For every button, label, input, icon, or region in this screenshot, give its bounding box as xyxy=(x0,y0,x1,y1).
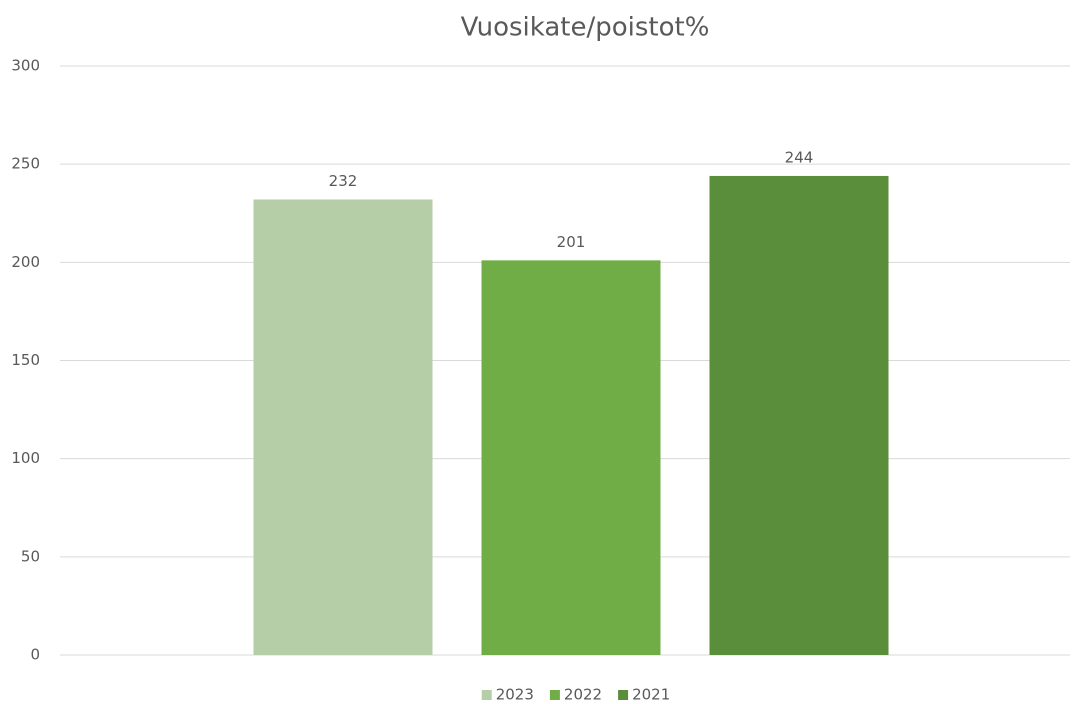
legend-label: 2021 xyxy=(632,686,670,704)
bar xyxy=(253,199,433,656)
bar xyxy=(481,260,661,655)
legend-label: 2023 xyxy=(496,686,534,704)
legend-swatch xyxy=(618,690,629,700)
data-label: 244 xyxy=(785,148,814,166)
legend-label: 2022 xyxy=(564,686,602,704)
data-label: 232 xyxy=(329,172,358,190)
y-tick-label: 0 xyxy=(30,646,40,664)
y-tick-label: 200 xyxy=(11,253,40,271)
y-tick-label: 150 xyxy=(11,351,40,369)
legend-swatch xyxy=(481,690,492,700)
y-tick-label: 50 xyxy=(21,547,40,565)
y-tick-label: 300 xyxy=(11,57,40,75)
y-tick-label: 250 xyxy=(11,155,40,173)
bar xyxy=(709,175,889,656)
legend-swatch xyxy=(549,690,560,700)
chart-title: Vuosikate/poistot% xyxy=(461,13,710,43)
y-tick-label: 100 xyxy=(11,449,40,467)
data-label: 201 xyxy=(557,233,586,251)
